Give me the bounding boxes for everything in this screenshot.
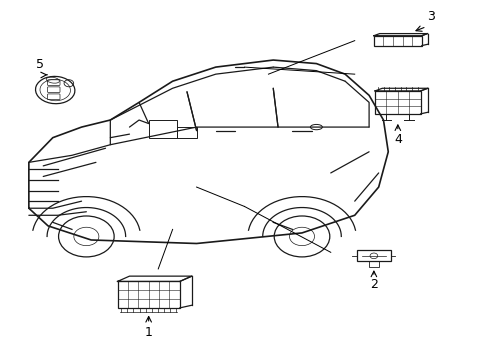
Bar	[356, 250, 390, 261]
Bar	[374, 91, 420, 114]
Bar	[148, 120, 177, 138]
Bar	[177, 127, 196, 138]
Text: 1: 1	[144, 325, 152, 338]
Bar	[117, 282, 180, 308]
Bar	[373, 36, 421, 46]
Text: 5: 5	[36, 58, 44, 71]
Text: 3: 3	[427, 10, 434, 23]
Bar	[368, 261, 378, 267]
Text: 2: 2	[369, 278, 377, 292]
Text: 4: 4	[393, 133, 401, 146]
